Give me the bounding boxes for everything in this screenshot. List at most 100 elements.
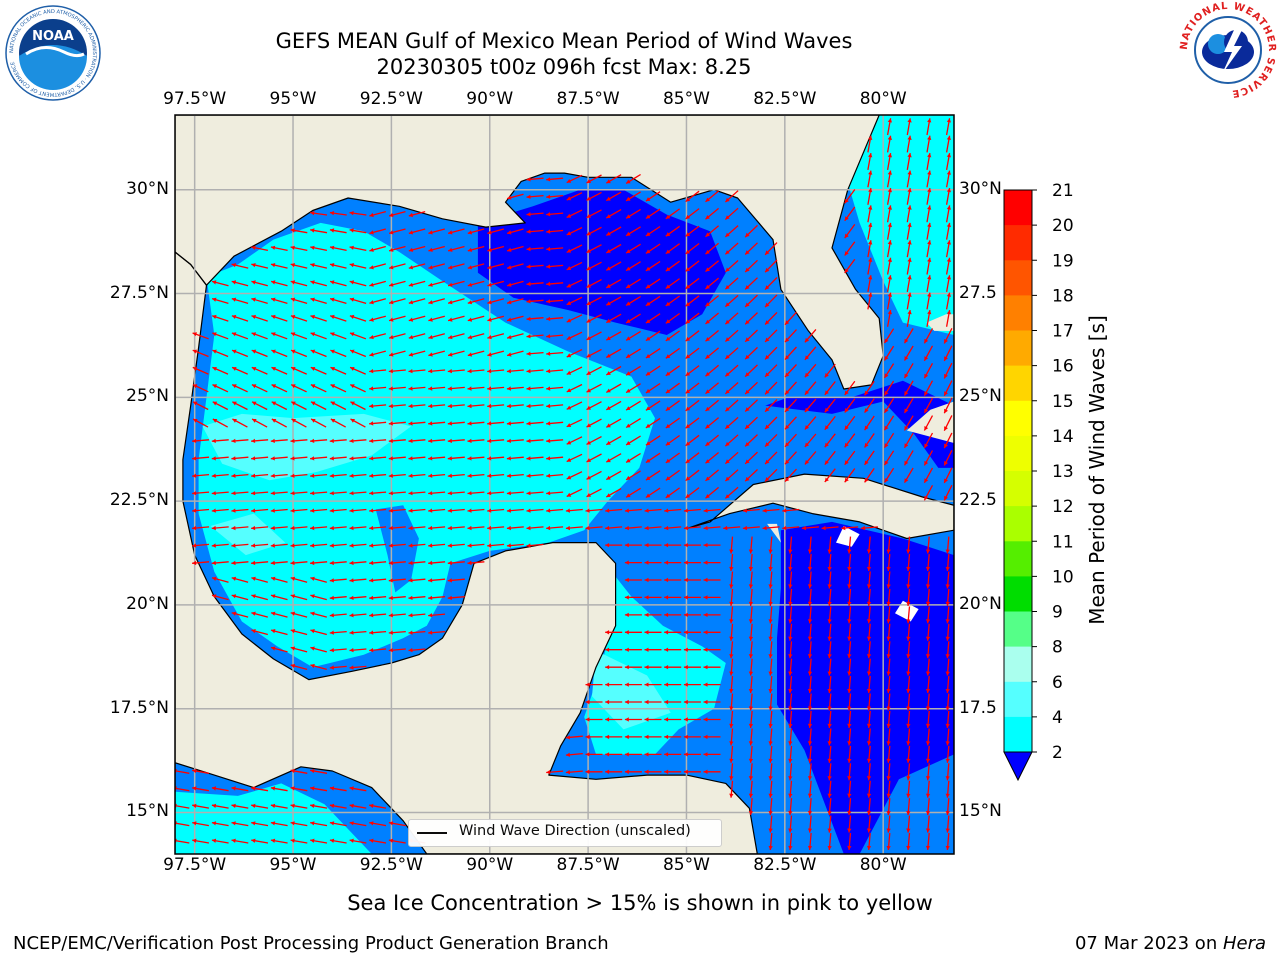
wave-arrowhead bbox=[231, 611, 237, 616]
wave-arrowhead bbox=[645, 388, 651, 393]
wave-arrowhead bbox=[251, 629, 256, 634]
wave-arrowhead bbox=[349, 473, 354, 478]
wave-arrowhead bbox=[428, 438, 433, 443]
wave-arrowhead bbox=[907, 257, 912, 262]
wave-arrowhead bbox=[645, 458, 651, 463]
wave-arrowhead bbox=[349, 297, 355, 302]
wave-arrowhead bbox=[330, 245, 335, 250]
wave-arrowhead bbox=[847, 636, 852, 641]
us-land bbox=[175, 115, 884, 389]
run-date-text: 07 Mar 2023 on bbox=[1074, 933, 1223, 954]
wave-arrowhead bbox=[310, 297, 315, 302]
wave-arrowhead bbox=[408, 508, 413, 513]
wave-arrowhead bbox=[251, 821, 256, 826]
wave-arrowhead bbox=[447, 438, 452, 443]
wave-arrowhead bbox=[624, 734, 629, 740]
wave-arrowhead bbox=[884, 338, 889, 343]
wave-arrowhead bbox=[546, 473, 551, 478]
wave-arrowhead bbox=[546, 525, 551, 531]
wave-arrowhead bbox=[369, 282, 374, 287]
wave-arrowhead bbox=[369, 421, 374, 426]
wave-arrowhead bbox=[807, 601, 813, 606]
wave-arrowhead bbox=[408, 421, 413, 426]
wave-arrowhead bbox=[349, 838, 354, 843]
wave-arrowhead bbox=[231, 314, 237, 319]
wave-arrowhead bbox=[886, 793, 891, 798]
wave-arrowhead bbox=[866, 671, 872, 676]
wave-arrowhead bbox=[428, 421, 433, 426]
wave-arrowhead bbox=[887, 135, 892, 140]
wave-arrowhead bbox=[664, 717, 669, 722]
wave-arrowhead bbox=[946, 275, 951, 280]
wave-arrowhead bbox=[605, 752, 610, 757]
wave-arrowhead bbox=[251, 245, 256, 250]
wave-arrowhead bbox=[408, 560, 413, 566]
wave-arrowhead bbox=[847, 566, 852, 571]
wave-arrowhead bbox=[765, 389, 770, 395]
wave-arrowhead bbox=[408, 595, 413, 600]
wave-arrowhead bbox=[310, 456, 315, 461]
wave-arrowhead bbox=[329, 508, 334, 513]
wave-arrowhead bbox=[788, 671, 793, 676]
wave-arrowhead bbox=[388, 491, 393, 496]
wave-arrowhead bbox=[388, 613, 393, 618]
wave-arrowhead bbox=[329, 473, 334, 478]
wave-arrowhead bbox=[330, 419, 336, 423]
wave-arrowhead bbox=[844, 268, 849, 273]
wave-arrowhead bbox=[944, 478, 948, 483]
wave-arrowhead bbox=[526, 369, 531, 374]
wave-arrowhead bbox=[606, 301, 611, 306]
wave-arrowhead bbox=[705, 424, 710, 429]
wave-arrowhead bbox=[866, 549, 872, 554]
wave-arrowhead bbox=[844, 233, 849, 239]
wave-arrowhead bbox=[447, 543, 452, 548]
lat-tick-left: 17.5°N bbox=[109, 697, 169, 718]
wave-arrowhead bbox=[645, 423, 651, 428]
wave-arrowhead bbox=[310, 211, 315, 216]
wave-arrowhead bbox=[428, 352, 433, 357]
wave-arrowhead bbox=[428, 265, 433, 270]
wave-arrowhead bbox=[526, 334, 531, 339]
wave-arrowhead bbox=[506, 386, 511, 391]
wave-arrowhead bbox=[765, 302, 770, 308]
wave-arrowhead bbox=[369, 491, 374, 496]
wave-arrowhead bbox=[665, 319, 671, 324]
chart-subtitle: 20230305 t00z 096h fcst Max: 8.25 bbox=[376, 55, 752, 79]
wave-arrowhead bbox=[748, 619, 754, 624]
wave-arrowhead bbox=[447, 403, 452, 409]
wave-arrowhead bbox=[212, 576, 217, 581]
wave-arrowhead bbox=[270, 245, 276, 250]
wave-arrowhead bbox=[768, 689, 773, 694]
wave-arrowhead bbox=[349, 508, 354, 513]
wave-arrowhead bbox=[844, 460, 849, 465]
wave-arrowhead bbox=[586, 458, 591, 462]
wave-arrowhead bbox=[388, 543, 393, 548]
wave-arrowhead bbox=[428, 508, 433, 513]
wave-arrowhead bbox=[369, 838, 374, 843]
wave-arrowhead bbox=[788, 758, 793, 763]
wave-arrowhead bbox=[729, 689, 734, 694]
wave-arrowhead bbox=[231, 456, 236, 461]
wave-arrowhead bbox=[827, 706, 832, 711]
wave-arrowhead bbox=[685, 441, 691, 446]
wave-arrowhead bbox=[827, 793, 832, 798]
wave-arrowhead bbox=[788, 549, 793, 554]
wave-arrowhead bbox=[907, 275, 912, 280]
wave-arrowhead bbox=[231, 280, 237, 285]
wave-arrowhead bbox=[886, 584, 891, 589]
wave-arrowhead bbox=[448, 282, 453, 287]
wave-arrowhead bbox=[765, 320, 770, 325]
wave-arrowhead bbox=[270, 838, 276, 843]
wave-arrowhead bbox=[428, 473, 433, 478]
wave-arrowhead bbox=[907, 222, 912, 228]
wave-arrowhead bbox=[807, 741, 813, 746]
wave-arrowhead bbox=[507, 282, 512, 287]
colorbar-tick-label: 6 bbox=[1052, 673, 1063, 693]
wave-arrowhead bbox=[605, 717, 610, 722]
wave-arrowhead bbox=[765, 372, 770, 377]
wave-arrowhead bbox=[745, 354, 750, 360]
wave-arrowhead bbox=[807, 758, 813, 763]
wave-arrowhead bbox=[703, 560, 708, 565]
wave-arrowhead bbox=[927, 135, 932, 140]
wave-arrowhead bbox=[192, 543, 197, 548]
